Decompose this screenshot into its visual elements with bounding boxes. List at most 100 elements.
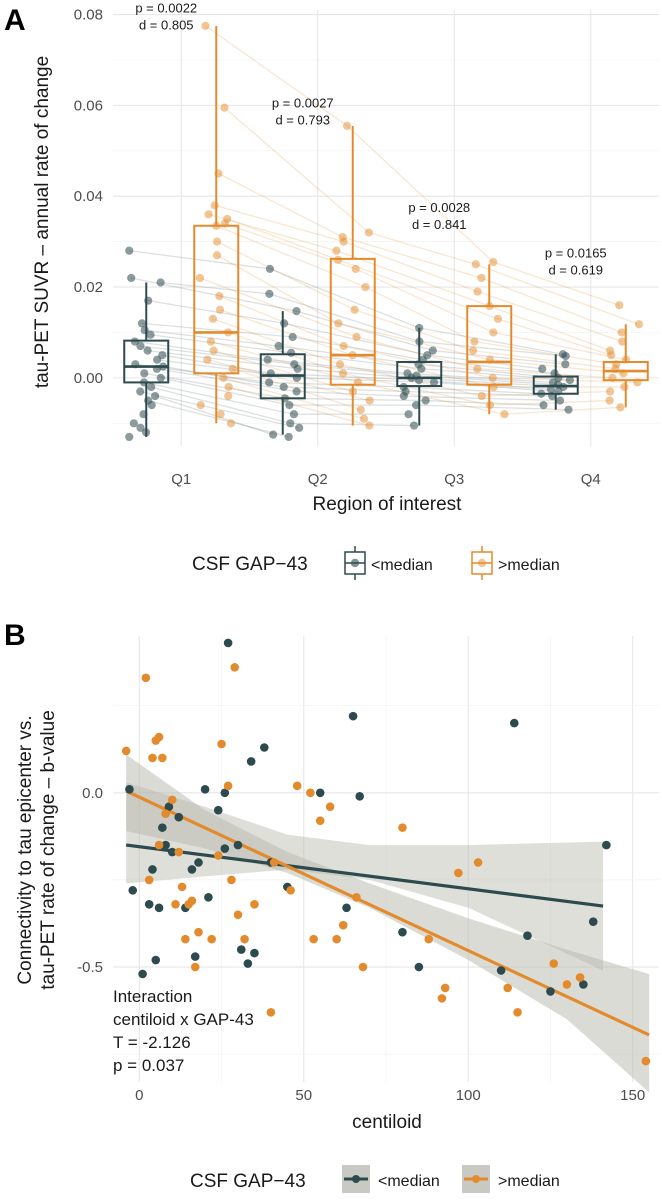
- data-point: [513, 1008, 522, 1017]
- paired-line: [269, 293, 420, 343]
- data-point: [148, 865, 157, 874]
- paired-line: [218, 172, 343, 238]
- paired-line: [421, 368, 570, 381]
- paired-line: [477, 368, 613, 379]
- annotation-effect-size: d = 0.793: [275, 113, 330, 128]
- data-point: [153, 355, 162, 364]
- data-point: [137, 319, 147, 328]
- paired-line: [227, 218, 339, 261]
- data-point: [224, 391, 233, 401]
- x-tick-label: Q1: [171, 471, 191, 488]
- paired-line: [228, 386, 370, 427]
- data-point: [415, 337, 424, 346]
- data-point: [233, 840, 243, 850]
- data-point: [473, 364, 482, 373]
- paired-line: [210, 340, 359, 384]
- paired-line: [294, 363, 417, 377]
- paired-line: [147, 399, 289, 438]
- panel-a-legend-title: CSF GAP−43: [192, 554, 308, 575]
- data-point: [417, 364, 426, 373]
- data-point: [164, 802, 174, 812]
- legend-key-dot-low: [352, 1175, 360, 1183]
- data-point: [236, 945, 246, 954]
- data-point: [338, 369, 348, 378]
- data-point: [125, 246, 134, 255]
- y-tick-label: 0.06: [74, 97, 103, 114]
- data-point: [588, 917, 598, 927]
- data-point: [286, 886, 295, 895]
- paired-line: [336, 250, 490, 307]
- panel-b-confidence-bands: [126, 754, 650, 1093]
- data-point: [615, 301, 624, 310]
- data-point: [206, 337, 215, 346]
- data-point: [617, 328, 626, 337]
- data-point: [154, 903, 164, 913]
- data-point: [470, 337, 479, 346]
- data-point: [194, 927, 203, 937]
- data-point: [356, 405, 365, 414]
- y-tick-label: 0.0: [82, 785, 103, 802]
- paired-line: [297, 368, 412, 379]
- data-point: [399, 391, 408, 401]
- data-point: [212, 221, 221, 230]
- legend-key-low: [344, 546, 366, 580]
- data-point: [561, 360, 570, 369]
- data-point: [633, 378, 642, 387]
- data-point: [207, 934, 216, 944]
- data-point: [561, 351, 570, 361]
- data-point: [220, 219, 229, 228]
- paired-line: [154, 395, 274, 436]
- data-point: [437, 994, 447, 1003]
- data-point: [212, 251, 222, 260]
- data-point: [364, 228, 373, 237]
- paired-line: [346, 125, 494, 263]
- data-point: [227, 875, 236, 885]
- x-tick-label: Q3: [444, 471, 464, 488]
- panel-a-annotations: p = 0.0022 d = 0.805 p = 0.0027 d = 0.793 p …: [135, 0, 606, 277]
- data-point: [148, 753, 157, 763]
- paired-line: [368, 231, 476, 265]
- paired-line: [489, 305, 611, 352]
- data-point: [125, 785, 134, 794]
- data-point: [473, 858, 483, 867]
- data-point: [144, 875, 154, 885]
- data-point: [339, 237, 348, 246]
- data-point: [342, 903, 351, 913]
- data-point: [332, 246, 341, 255]
- data-point: [579, 980, 588, 989]
- legend-label-high: >median: [498, 1173, 560, 1190]
- data-point: [485, 302, 494, 311]
- data-point: [289, 410, 299, 419]
- annotation-line-3: T = -2.126: [113, 1033, 191, 1052]
- data-point: [471, 260, 480, 269]
- data-point: [158, 753, 167, 763]
- data-point: [144, 296, 153, 305]
- paired-line: [497, 318, 612, 356]
- data-point: [468, 346, 478, 355]
- data-point: [187, 865, 197, 874]
- data-point: [335, 360, 345, 369]
- paired-line: [493, 261, 620, 306]
- data-point: [201, 21, 210, 30]
- data-point: [250, 899, 259, 909]
- data-point: [523, 931, 532, 940]
- annotation-line-4: p = 0.037: [113, 1056, 184, 1075]
- paired-line: [342, 236, 482, 279]
- x-tick-label: Q2: [308, 471, 328, 488]
- paired-line: [407, 372, 554, 384]
- data-point: [339, 341, 348, 351]
- paired-line: [140, 390, 300, 429]
- data-point: [260, 743, 269, 752]
- paired-line: [160, 281, 270, 295]
- panel-a-y-tick-labels: 0.00 0.02 0.04 0.06 0.08: [74, 7, 103, 387]
- panel-b-x-axis-title: centiloid: [352, 1112, 422, 1133]
- data-point: [409, 421, 419, 430]
- interaction-annotation: Interaction centiloid x GAP-43 T = -2.12…: [113, 987, 254, 1075]
- data-point: [359, 414, 369, 423]
- data-point: [611, 364, 620, 373]
- data-point: [223, 781, 233, 791]
- data-point: [509, 718, 519, 728]
- data-point: [352, 893, 361, 902]
- paired-line: [493, 331, 627, 361]
- regression-line: [125, 843, 604, 908]
